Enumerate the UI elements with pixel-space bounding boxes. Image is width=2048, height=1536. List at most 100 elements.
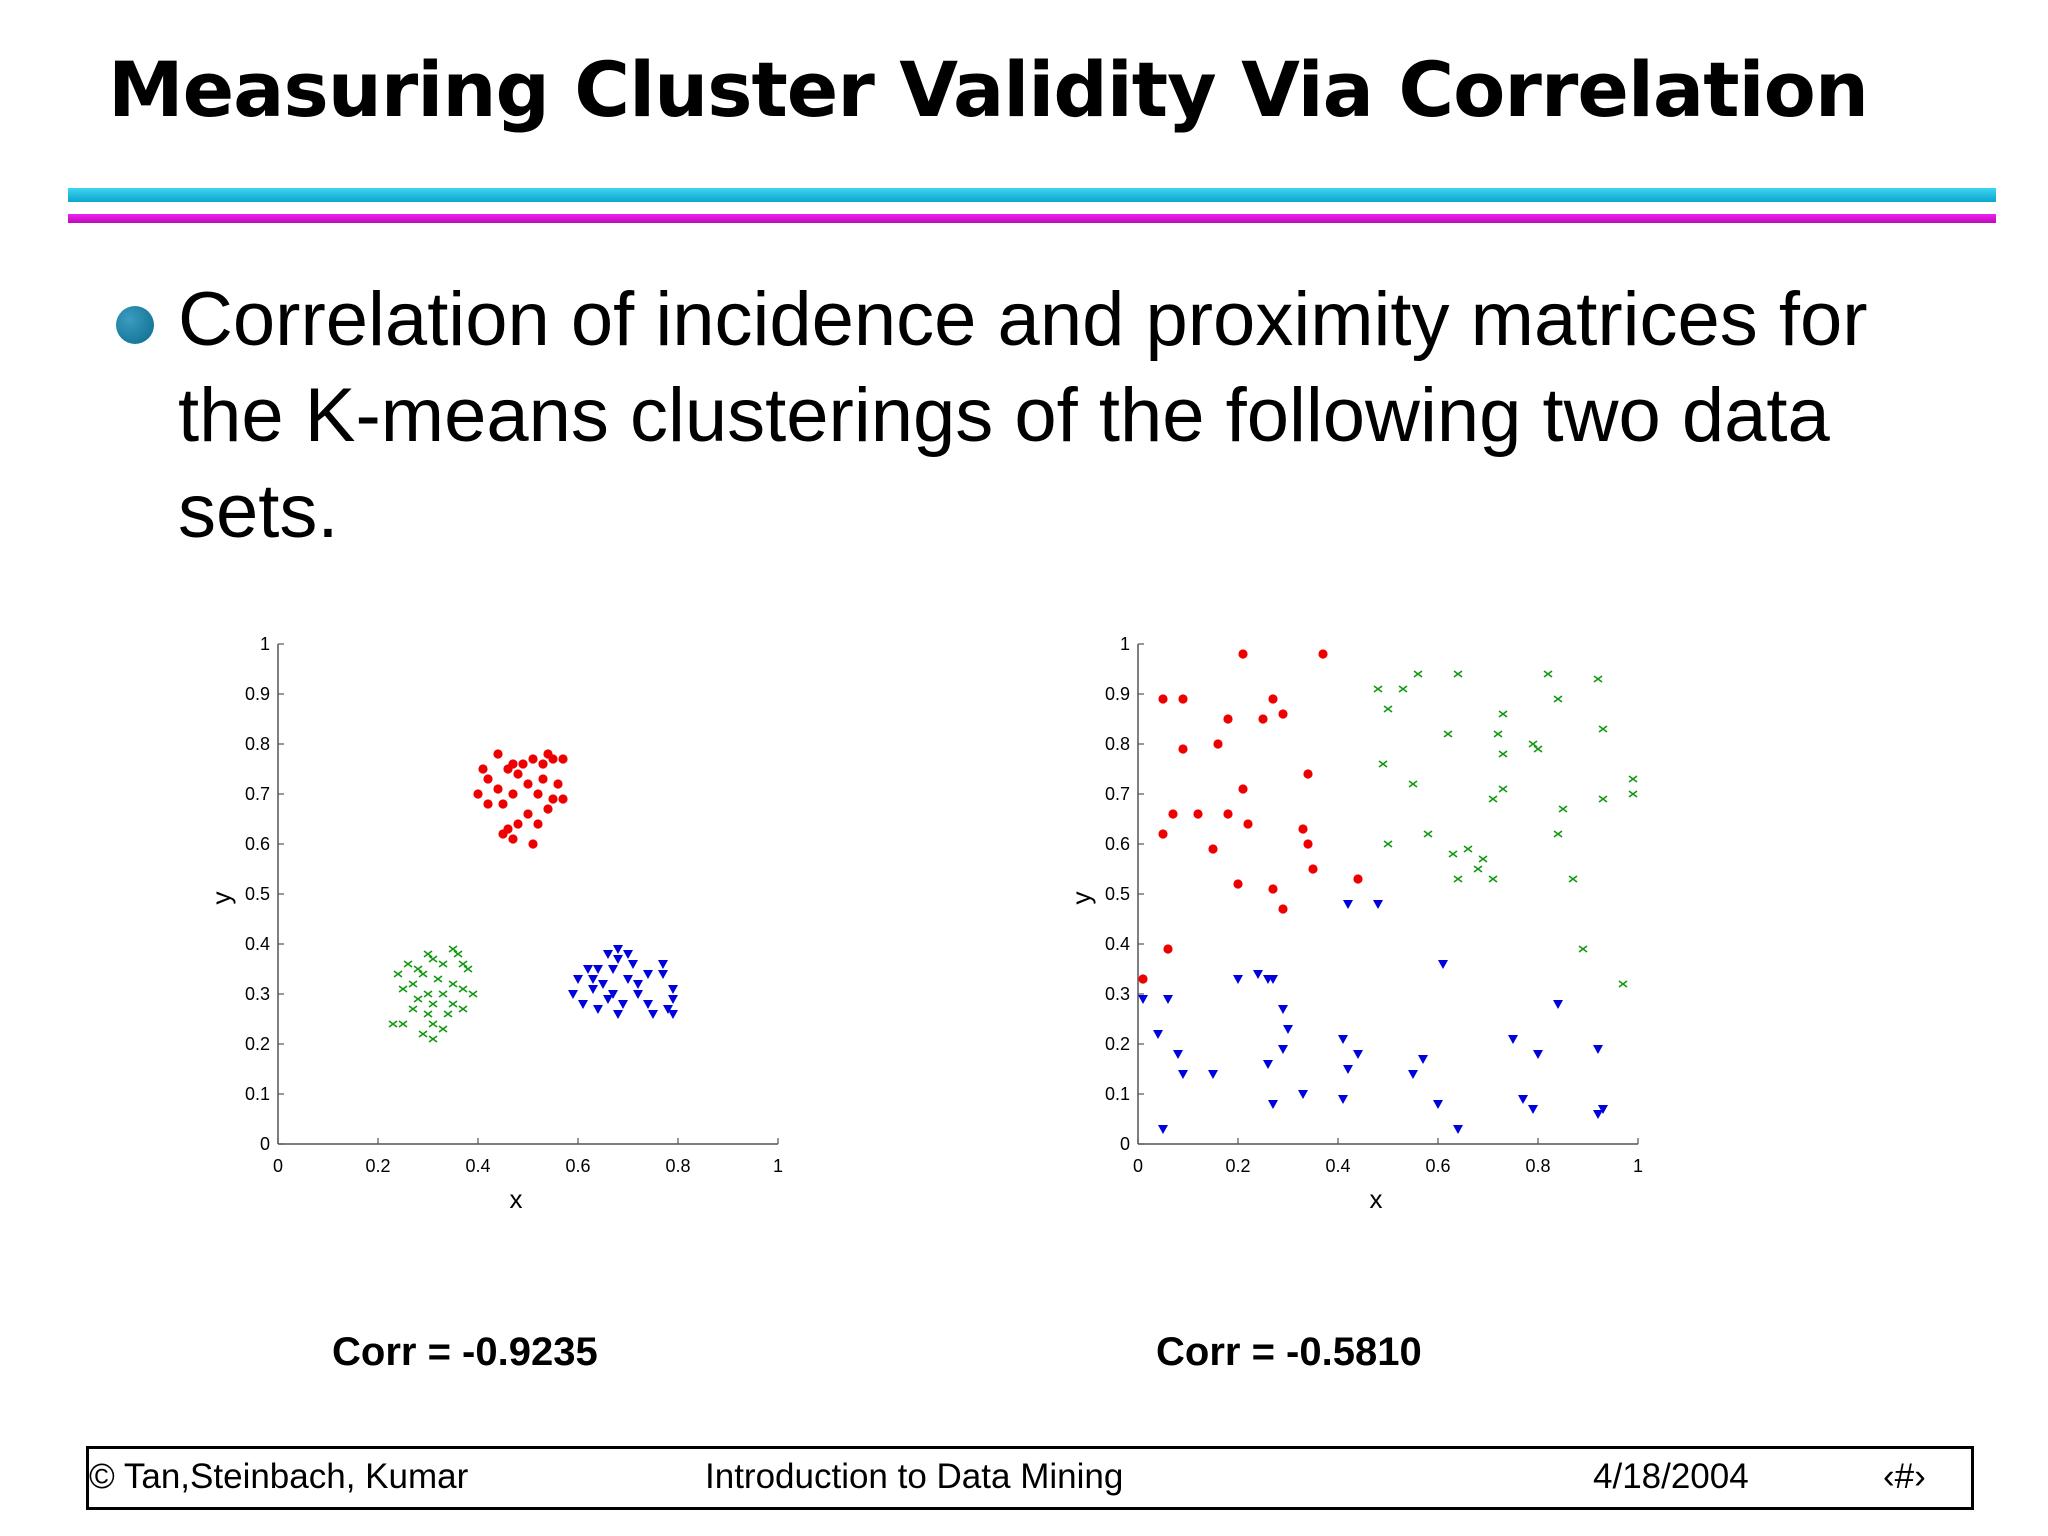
data-point-cross xyxy=(428,955,438,963)
data-point-circle xyxy=(1158,694,1168,704)
data-point-cross xyxy=(408,1005,418,1013)
x-tick-label: 1 xyxy=(1633,1156,1643,1176)
data-point-circle xyxy=(1258,714,1268,724)
data-point-cross xyxy=(1628,775,1638,783)
data-point-triangle xyxy=(1528,1105,1538,1114)
title-rule-cyan xyxy=(68,188,1996,202)
data-point-circle xyxy=(1223,714,1233,724)
data-point-triangle xyxy=(598,980,608,989)
data-point-circle xyxy=(1163,944,1173,954)
data-point-cross xyxy=(1498,750,1508,758)
data-point-circle xyxy=(1303,839,1313,849)
y-tick-label: 0.9 xyxy=(1105,684,1130,704)
data-point-circle xyxy=(1268,884,1278,894)
data-point-circle xyxy=(513,769,523,779)
data-point-cross xyxy=(1598,795,1608,803)
data-point-triangle xyxy=(1158,1125,1168,1134)
data-point-circle xyxy=(483,774,493,784)
x-tick-label: 0.8 xyxy=(665,1156,690,1176)
data-point-triangle xyxy=(1453,1125,1463,1134)
data-point-circle xyxy=(1233,879,1243,889)
y-tick-label: 0.5 xyxy=(245,884,270,904)
data-point-triangle xyxy=(1508,1035,1518,1044)
data-point-cross xyxy=(1488,875,1498,883)
data-point-triangle xyxy=(603,950,613,959)
correlation-label-left: Corr = -0.9235 xyxy=(332,1330,598,1374)
data-point-circle xyxy=(483,799,493,809)
y-tick-label: 0.8 xyxy=(245,734,270,754)
scatter-chart-left: 0 0.1 0.2 0.3 0.4 0.5 0.6 0.7 0.8 0.9 1 0 0.2 0.4 0.6 0… xyxy=(206,634,783,1214)
data-point-cross xyxy=(1558,805,1568,813)
data-point-circle xyxy=(528,839,538,849)
data-point-cross xyxy=(1488,795,1498,803)
y-tick-label: 0.6 xyxy=(245,834,270,854)
data-point-cross xyxy=(423,1010,433,1018)
data-point-triangle xyxy=(1598,1105,1608,1114)
data-point-circle xyxy=(1243,819,1253,829)
data-point-cross xyxy=(1453,875,1463,883)
data-point-triangle xyxy=(643,970,653,979)
data-point-triangle xyxy=(1233,975,1243,984)
data-point-cross xyxy=(1443,730,1453,738)
data-point-circle xyxy=(558,794,568,804)
data-point-circle xyxy=(1353,874,1363,884)
data-point-triangle xyxy=(1153,1030,1163,1039)
data-point-triangle xyxy=(1283,1025,1293,1034)
data-point-cross xyxy=(418,1030,428,1038)
data-point-cross xyxy=(428,1020,438,1028)
data-point-triangle xyxy=(1253,970,1263,979)
data-point-triangle xyxy=(668,985,678,994)
data-point-circle xyxy=(1178,694,1188,704)
data-point-cross xyxy=(423,950,433,958)
y-tick-label: 0 xyxy=(1120,1134,1130,1154)
data-point-triangle xyxy=(643,1000,653,1009)
data-point-circle xyxy=(553,779,563,789)
data-point-cross xyxy=(438,1025,448,1033)
data-point-circle xyxy=(498,799,508,809)
data-point-cross xyxy=(393,970,403,978)
data-point-triangle xyxy=(658,970,668,979)
y-tick-label: 0.5 xyxy=(1105,884,1130,904)
data-point-circle xyxy=(503,764,513,774)
data-point-circle xyxy=(528,754,538,764)
data-point-triangle xyxy=(588,985,598,994)
y-tick-label: 0.7 xyxy=(1105,784,1130,804)
data-point-triangle xyxy=(633,980,643,989)
data-point-circle xyxy=(493,749,503,759)
data-point-cross xyxy=(1478,855,1488,863)
data-point-cross xyxy=(1593,675,1603,683)
footer-bar: © Tan,Steinbach, Kumar Introduction to D… xyxy=(86,1446,1974,1510)
x-tick-label: 0 xyxy=(1133,1156,1143,1176)
data-point-cross xyxy=(1498,785,1508,793)
data-point-cross xyxy=(453,950,463,958)
data-point-cross xyxy=(1373,685,1383,693)
data-point-triangle xyxy=(1268,1100,1278,1109)
y-tick-label: 0.2 xyxy=(1105,1034,1130,1054)
y-tick-label: 0.8 xyxy=(1105,734,1130,754)
data-point-cross xyxy=(428,1035,438,1043)
y-axis-label: y xyxy=(1066,892,1096,905)
data-point-cross xyxy=(403,960,413,968)
y-tick-label: 0.3 xyxy=(245,984,270,1004)
data-point-cross xyxy=(1553,830,1563,838)
data-point-cross xyxy=(1413,670,1423,678)
data-point-circle xyxy=(533,819,543,829)
y-tick-label: 1 xyxy=(1120,634,1130,654)
y-tick-label: 0.6 xyxy=(1105,834,1130,854)
data-point-circle xyxy=(518,759,528,769)
data-point-triangle xyxy=(573,975,583,984)
data-point-cross xyxy=(1448,850,1458,858)
y-tick-label: 0.4 xyxy=(1105,934,1130,954)
y-tick-label: 0.4 xyxy=(245,934,270,954)
title-rule-magenta xyxy=(68,214,1996,223)
data-point-cross xyxy=(458,1005,468,1013)
data-point-cross xyxy=(1628,790,1638,798)
bullet-text: Correlation of incidence and proximity m… xyxy=(178,277,1868,554)
scatter-chart-right: 0 0.1 0.2 0.3 0.4 0.5 0.6 0.7 0.8 0.9 1 0 0.2 0.4 0.6 0… xyxy=(1066,634,1643,1214)
data-point-cross xyxy=(438,990,448,998)
x-axis-label: x xyxy=(1370,1184,1383,1214)
data-point-triangle xyxy=(608,990,618,999)
data-point-cross xyxy=(458,960,468,968)
data-point-circle xyxy=(1213,739,1223,749)
footer-book-title: Introduction to Data Mining xyxy=(705,1457,1124,1496)
